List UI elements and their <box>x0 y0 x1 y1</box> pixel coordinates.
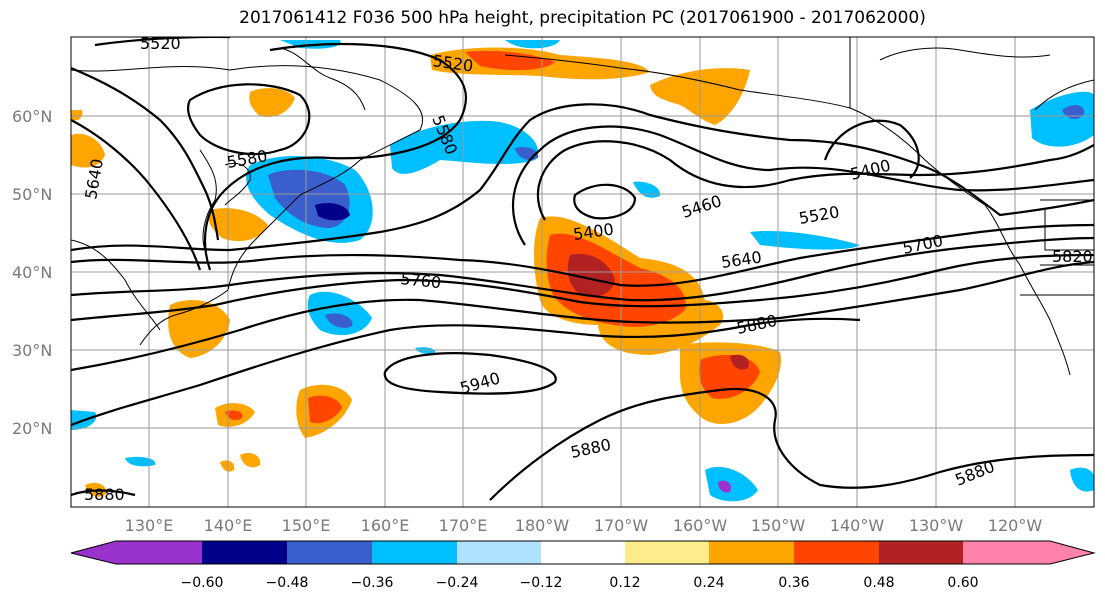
colorbar-tick-label: 0.36 <box>778 575 809 591</box>
longitude-labels: 130°E 140°E 150°E 160°E 170°E 180°W 170°… <box>125 516 1043 535</box>
lon-label: 130°W <box>909 516 964 535</box>
lon-label: 150°E <box>282 516 331 535</box>
lon-label: 180°W <box>515 516 570 535</box>
pos-anomaly-area <box>71 133 105 168</box>
colorbar-segment <box>794 541 879 564</box>
contour-5700 <box>71 236 1094 302</box>
colorbar-segment <box>372 541 457 564</box>
lon-label: 160°E <box>361 516 410 535</box>
colorbar: −0.60 −0.48 −0.36 −0.24 −0.12 0.12 0.24 … <box>70 540 1096 591</box>
pos-anomaly-area <box>730 354 749 370</box>
lon-label: 140°E <box>204 516 253 535</box>
neg-anomaly-area <box>505 40 560 49</box>
colorbar-ticks: −0.60 −0.48 −0.36 −0.24 −0.12 0.12 0.24 … <box>181 575 979 591</box>
colorbar-tick-label: 0.24 <box>693 575 724 591</box>
lat-label-60n: 60°N <box>12 107 52 126</box>
neg-anomaly-area <box>1062 105 1085 119</box>
lon-label: 130°E <box>125 516 174 535</box>
colorbar-tick-label: −0.48 <box>266 575 309 591</box>
neg-anomaly-area <box>718 480 732 493</box>
colorbar-segment <box>963 541 1094 564</box>
contour-label: 5760 <box>400 269 442 292</box>
colorbar-tick-label: −0.12 <box>520 575 563 591</box>
neg-anomaly-area <box>1070 467 1094 492</box>
contour-5640-west <box>71 119 202 271</box>
colorbar-tick-label: −0.24 <box>436 575 479 591</box>
contour-label: 5880 <box>84 485 125 504</box>
contour-5880-main <box>71 317 861 427</box>
colorbar-tick-label: 0.12 <box>609 575 640 591</box>
colorbar-segment <box>709 541 794 564</box>
colorbar-tick-label: 0.48 <box>863 575 894 591</box>
map-title: 2017061412 F036 500 hPa height, precipit… <box>239 8 926 28</box>
pos-anomaly-area <box>225 410 243 420</box>
colorbar-segment <box>625 541 709 564</box>
pos-anomaly-area <box>168 300 230 358</box>
pos-anomaly-area <box>240 453 261 468</box>
lat-label-50n: 50°N <box>12 185 52 204</box>
colorbar-segment <box>541 541 625 564</box>
contour-5400-east <box>823 119 920 179</box>
neg-anomaly-area <box>325 313 353 328</box>
lon-label: 170°W <box>594 516 649 535</box>
neg-anomaly-area <box>125 456 156 467</box>
contour-5580-north <box>203 42 468 271</box>
pos-anomaly-area <box>208 208 268 242</box>
colorbar-tick-label: −0.36 <box>351 575 394 591</box>
neg-anomaly-area <box>705 466 758 502</box>
neg-anomaly-area <box>315 203 350 221</box>
lon-label: 170°E <box>439 516 488 535</box>
pos-anomaly-area <box>567 253 615 297</box>
coastlines <box>71 37 1094 376</box>
pos-anomaly-area <box>465 50 555 71</box>
colorbar-segment <box>287 541 372 564</box>
contour-label: 5820 <box>1052 247 1093 266</box>
colorbar-segment <box>879 541 963 564</box>
lon-label: 140°W <box>830 516 885 535</box>
contour-5880-south <box>489 387 1094 501</box>
contour-5940-closed <box>383 352 557 395</box>
pos-anomaly-area <box>249 88 295 118</box>
latitude-labels: 20°N 30°N 40°N 50°N 60°N <box>12 107 52 438</box>
pos-anomaly-area <box>308 395 342 424</box>
colorbar-outline <box>70 540 1096 565</box>
lon-label: 150°W <box>751 516 806 535</box>
contour-label: 5520 <box>140 34 181 53</box>
contour-5460 <box>536 140 1094 221</box>
lat-label-30n: 30°N <box>12 341 52 360</box>
colorbar-tick-label: 0.60 <box>947 575 978 591</box>
contour-5820 <box>71 260 1094 372</box>
contour-5760 <box>71 253 1094 322</box>
lon-label: 160°W <box>673 516 728 535</box>
contour-5520-closed <box>186 83 311 156</box>
contour-5400-closed <box>573 183 637 220</box>
plot-frame <box>70 36 1095 508</box>
pos-anomaly-area <box>71 110 83 121</box>
lat-label-40n: 40°N <box>12 263 52 282</box>
pos-anomaly-area <box>220 460 235 472</box>
colorbar-tick-label: −0.60 <box>181 575 224 591</box>
colorbar-segment <box>457 541 541 564</box>
contour-5520-main <box>511 125 1094 246</box>
lon-label: 120°W <box>988 516 1043 535</box>
contour-5580-main <box>71 103 1094 252</box>
contour-5640-main <box>71 223 1094 287</box>
gridlines <box>71 37 1094 507</box>
height-contours <box>71 37 1094 501</box>
lat-label-20n: 20°N <box>12 419 52 438</box>
contour-5520-west <box>94 37 230 47</box>
colorbar-segment <box>71 541 202 564</box>
contour-5880-southwest <box>71 489 136 497</box>
colorbar-segment <box>202 541 287 564</box>
